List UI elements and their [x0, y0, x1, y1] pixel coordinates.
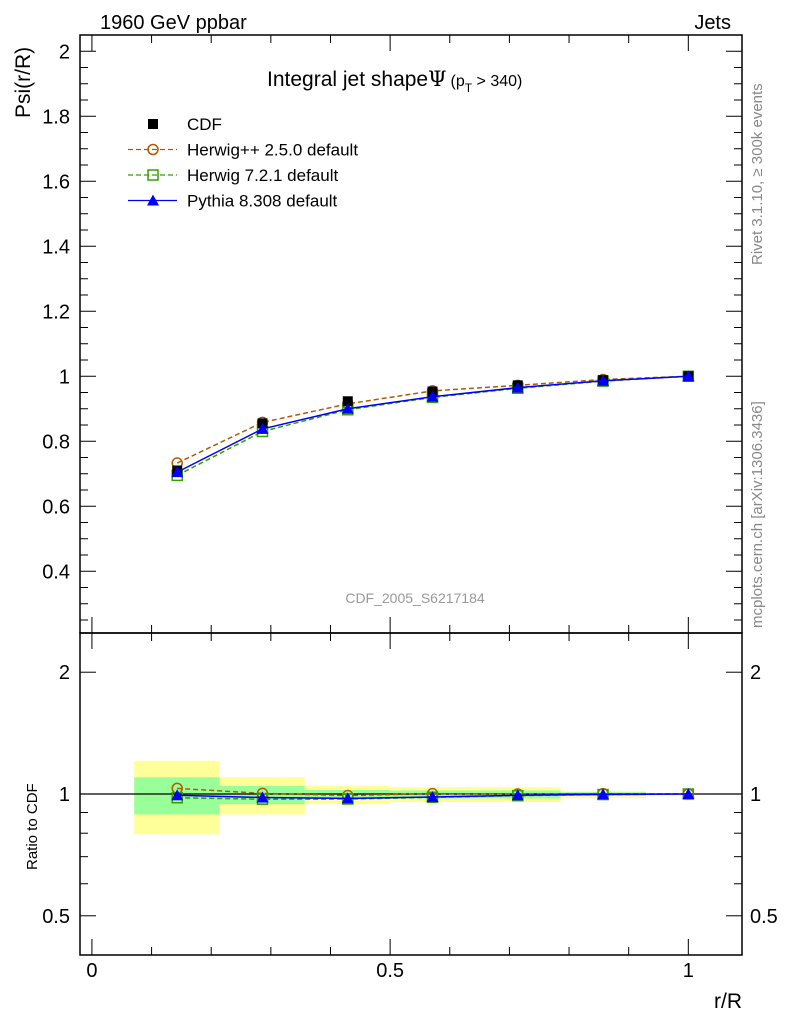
y-tick-label: 1.2: [42, 301, 70, 323]
y-axis-label: Psi(r/R): [12, 47, 35, 118]
legend: CDF Herwig++ 2.5.0 default Herwig 7.2.1 de…: [128, 115, 358, 211]
ratio-tick-label-right: 1: [750, 784, 761, 806]
y-tick-label: 1.6: [42, 171, 70, 193]
y-tick-label: 1: [59, 366, 70, 388]
ratio-tick-label-right: 0.5: [750, 906, 778, 928]
ratio-tick-label: 1: [59, 784, 70, 806]
x-axis-label: r/R: [714, 990, 742, 1013]
ratio-y-axis-label: Ratio to CDF: [24, 783, 41, 870]
y-tick-label: 2: [59, 41, 70, 63]
legend-item: Herwig++ 2.5.0 default: [128, 141, 358, 160]
y-tick-label: 0.6: [42, 496, 70, 518]
legend-marker: [148, 119, 158, 129]
legend-item: CDF: [148, 115, 222, 134]
mcplots-label: mcplots.cern.ch [arXiv:1306.3436]: [749, 401, 766, 628]
y-tick-label: 0.4: [42, 561, 70, 583]
x-tick-label: 0.5: [376, 960, 404, 982]
ratio-tick-label: 2: [59, 662, 70, 684]
main-plot-frame: [80, 35, 742, 633]
y-tick-label: 1.8: [42, 106, 70, 128]
legend-label: Herwig++ 2.5.0 default: [187, 141, 358, 160]
legend-label: CDF: [187, 115, 222, 134]
legend-item: Pythia 8.308 default: [128, 192, 338, 211]
y-tick-label: 0.8: [42, 431, 70, 453]
x-tick-label: 1: [683, 960, 694, 982]
ratio-tick-label-right: 2: [750, 662, 761, 684]
analysis-label: CDF_2005_S6217184: [345, 590, 485, 606]
legend-label: Herwig 7.2.1 default: [187, 166, 338, 185]
x-tick-label: 0: [86, 960, 97, 982]
rivet-label: Rivet 3.1.10, ≥ 300k events: [749, 83, 766, 265]
legend-item: Herwig 7.2.1 default: [128, 166, 338, 185]
ratio-tick-label: 0.5: [42, 906, 70, 928]
top-right-label: Jets: [694, 12, 731, 34]
series-herwig: [172, 371, 693, 804]
series-pythia: [171, 370, 694, 803]
chart-title: Integral jet shapeΨ(pT > 340): [267, 67, 522, 95]
y-tick-label: 1.4: [42, 236, 70, 258]
top-left-label: 1960 GeV ppbar: [100, 12, 247, 34]
legend-label: Pythia 8.308 default: [187, 192, 338, 211]
series-cdf: [172, 371, 693, 475]
